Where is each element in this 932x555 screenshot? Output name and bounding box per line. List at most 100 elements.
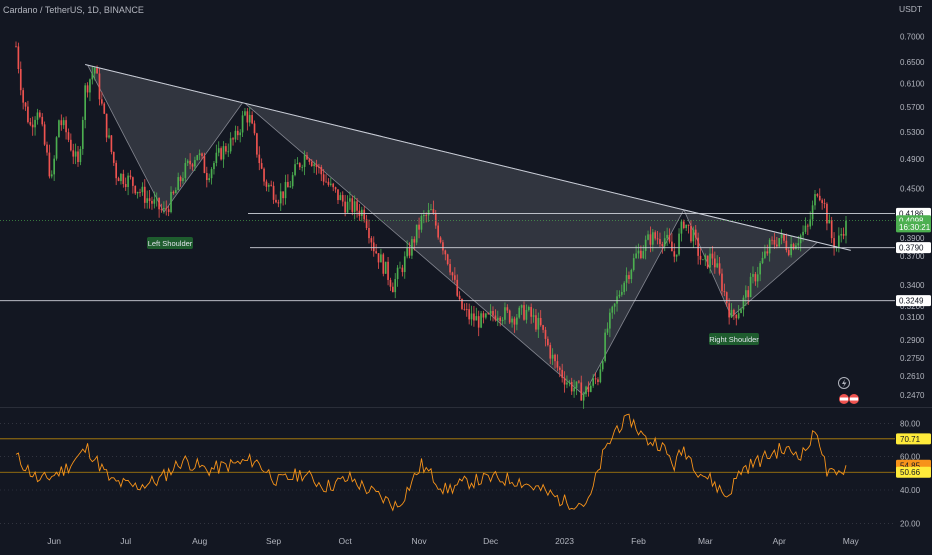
candle-body (513, 318, 516, 325)
candle-body (754, 274, 757, 282)
candle-body (656, 238, 659, 240)
candle-body (363, 209, 366, 220)
candle-body (659, 239, 661, 245)
candle-body (594, 378, 597, 380)
candle-body (756, 274, 759, 282)
candle-body (160, 209, 163, 211)
candle-body (516, 317, 518, 325)
candle-body (635, 253, 637, 259)
candle-body (318, 166, 320, 168)
candle-body (611, 306, 614, 313)
price-tick-label: 0.7000 (900, 32, 925, 41)
candle-body (637, 250, 640, 254)
time-tick-label: Oct (339, 536, 353, 546)
candle-body (351, 198, 354, 212)
candle-body (298, 163, 301, 168)
candle-body (475, 316, 478, 321)
candle-body (537, 318, 540, 330)
candle-body (802, 231, 804, 236)
candle-body (592, 378, 595, 386)
candle-body (790, 244, 792, 256)
candle-body (473, 313, 475, 321)
time-tick-label: Mar (698, 536, 713, 546)
candle-body (77, 151, 79, 163)
candle-body (737, 313, 740, 319)
price-tick-label: 0.2470 (900, 391, 925, 400)
candle-body (787, 250, 790, 256)
price-tick-label: 0.2750 (900, 354, 925, 363)
candle-body (525, 309, 528, 320)
candle-body (547, 338, 549, 346)
candle-body (272, 185, 275, 200)
candle-body (842, 234, 845, 236)
candle-body (196, 155, 199, 161)
candle-body (279, 191, 282, 204)
candle-body (706, 255, 709, 268)
price-tick-label: 0.3200 (900, 302, 925, 311)
candle-body (661, 244, 664, 247)
candle-body (465, 309, 468, 310)
candle-body (408, 247, 411, 256)
candle-body (22, 90, 24, 103)
rsi-badge: 50.66 (896, 466, 931, 478)
candle-body (205, 172, 208, 181)
candle-body (124, 184, 127, 188)
candle-body (177, 177, 180, 191)
candle-body (444, 250, 447, 255)
candle-body (682, 221, 685, 229)
candle-body (325, 181, 327, 183)
candle-body (771, 239, 773, 241)
candle-body (179, 177, 182, 182)
candle-body (768, 239, 771, 254)
event-icon[interactable] (839, 394, 859, 404)
candle-body (647, 234, 649, 240)
candle-body (690, 225, 692, 242)
candle-body (823, 203, 826, 204)
candle-body (518, 307, 521, 318)
candle-body (339, 195, 342, 201)
axes: 0.7000 0.6500 0.6100 0.5700 0.5300 0.4900 0.45… (47, 32, 931, 546)
candle-body (289, 186, 292, 188)
flash-icon[interactable] (838, 377, 850, 389)
candle-body (117, 178, 120, 182)
rsi-tick-label: 20.00 (900, 519, 921, 528)
candle-body (105, 113, 108, 138)
candle-body (334, 187, 337, 190)
candle-body (671, 241, 673, 252)
candle-body (415, 224, 418, 243)
candle-body (785, 240, 788, 251)
candle-body (79, 148, 82, 163)
candle-body (668, 234, 671, 242)
rsi-panel (0, 413, 895, 524)
symbol-title: Cardano / TetherUS, 1D, BINANCE (3, 5, 144, 15)
candle-body (96, 67, 98, 74)
candle-body (663, 238, 666, 247)
candle-body (322, 174, 325, 182)
rsi-line (15, 413, 847, 512)
candle-body (430, 209, 432, 211)
time-tick-label: Feb (631, 536, 646, 546)
price-tick-label: 0.3400 (900, 281, 925, 290)
candle-body (697, 237, 699, 256)
candle-body (17, 46, 20, 70)
candle-body (344, 201, 346, 213)
candle-body (651, 232, 654, 245)
candle-body (740, 309, 742, 314)
candle-body (487, 313, 490, 315)
candle-body (134, 185, 137, 194)
candle-body (356, 201, 358, 211)
candle-body (170, 191, 172, 213)
candle-body (563, 377, 566, 385)
candle-body (828, 220, 831, 224)
candle-body (151, 200, 153, 204)
candle-body (382, 254, 385, 274)
candle-body (702, 259, 704, 261)
candle-body (143, 186, 146, 203)
candle-body (58, 120, 60, 138)
candle-body (60, 120, 63, 126)
candle-body (792, 244, 795, 250)
right-shoulder-label: Right Shoulder (709, 333, 759, 345)
candle-body (213, 163, 215, 170)
